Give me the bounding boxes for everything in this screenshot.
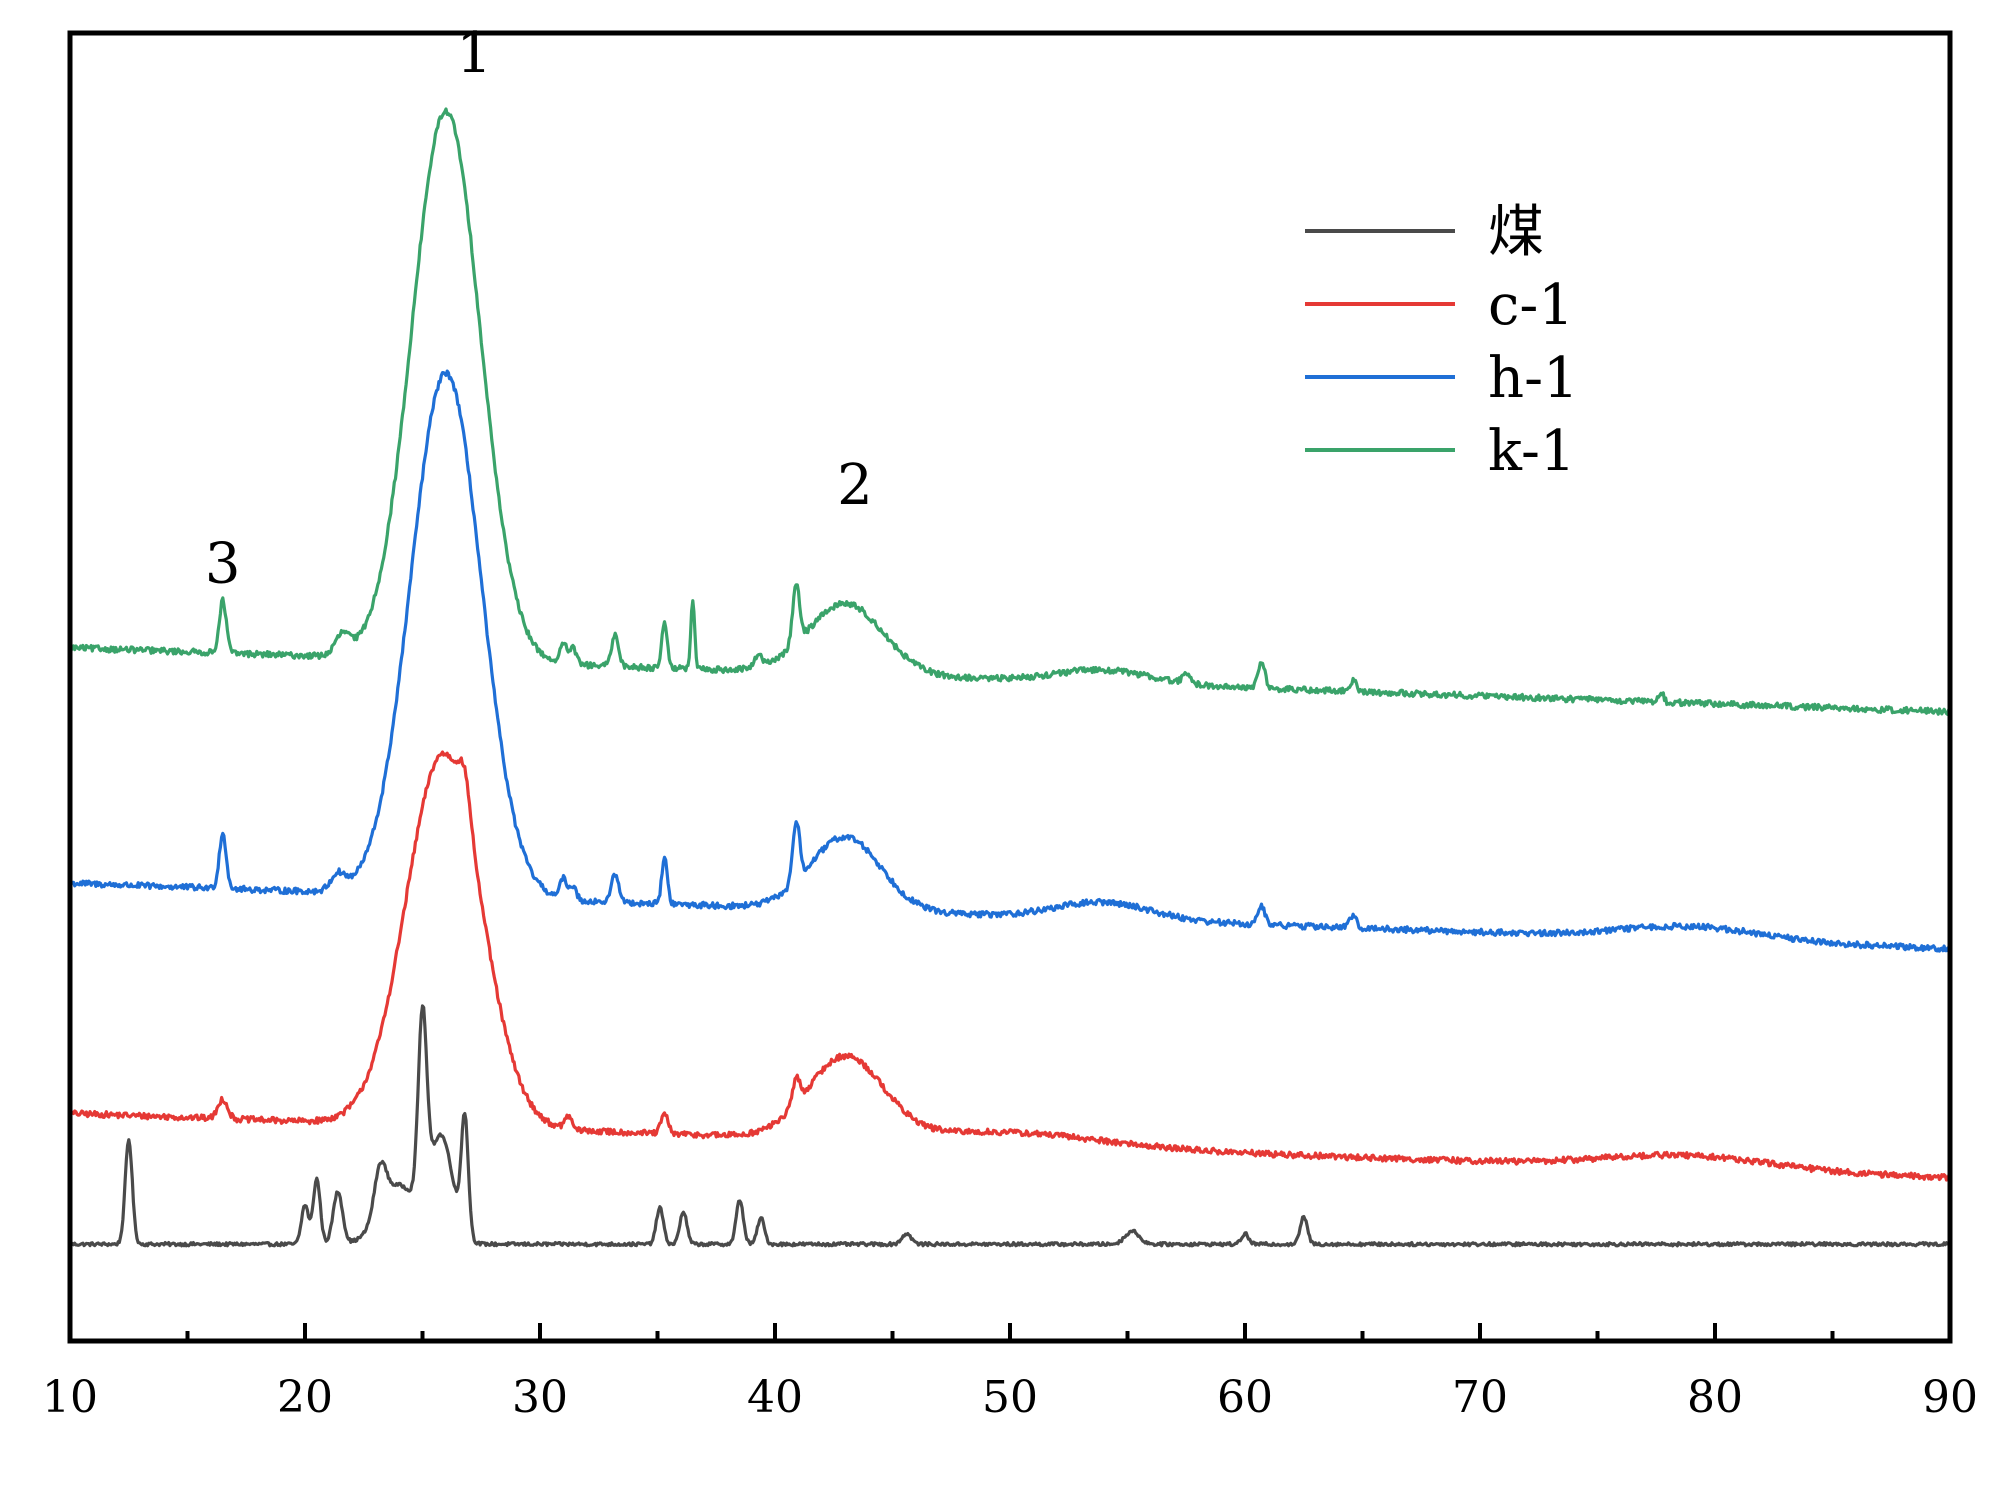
- legend-label: h-1: [1488, 346, 1579, 411]
- legend-label: 煤: [1488, 200, 1544, 265]
- x-axis-tick-labels: 10 20 30 40 50 60 70 80 90: [42, 1372, 1978, 1423]
- series-line-2: [68, 750, 1952, 1182]
- legend: 煤 c-1 h-1 k-1: [1305, 200, 1579, 484]
- series-line-3: [69, 369, 1952, 953]
- series-line-1: [68, 1004, 1952, 1248]
- series-layer: [68, 107, 1952, 1248]
- x-tick-label: 80: [1687, 1372, 1743, 1423]
- legend-label: k-1: [1488, 419, 1576, 484]
- x-tick-label: 90: [1922, 1372, 1978, 1423]
- x-tick-label: 70: [1452, 1372, 1508, 1423]
- legend-label: c-1: [1488, 273, 1574, 338]
- peak-annotations: 1 2 3: [205, 21, 873, 596]
- x-tick-label: 10: [42, 1372, 98, 1423]
- x-axis-ticks: [185, 1323, 1835, 1341]
- x-tick-label: 30: [512, 1372, 568, 1423]
- peak-annotation: 1: [456, 21, 492, 86]
- x-tick-label: 60: [1217, 1372, 1273, 1423]
- x-tick-label: 50: [982, 1372, 1038, 1423]
- peak-annotation: 2: [837, 453, 873, 518]
- x-tick-label: 40: [747, 1372, 803, 1423]
- x-tick-label: 20: [277, 1372, 333, 1423]
- series-line-4: [68, 107, 1952, 717]
- peak-annotation: 3: [205, 531, 241, 596]
